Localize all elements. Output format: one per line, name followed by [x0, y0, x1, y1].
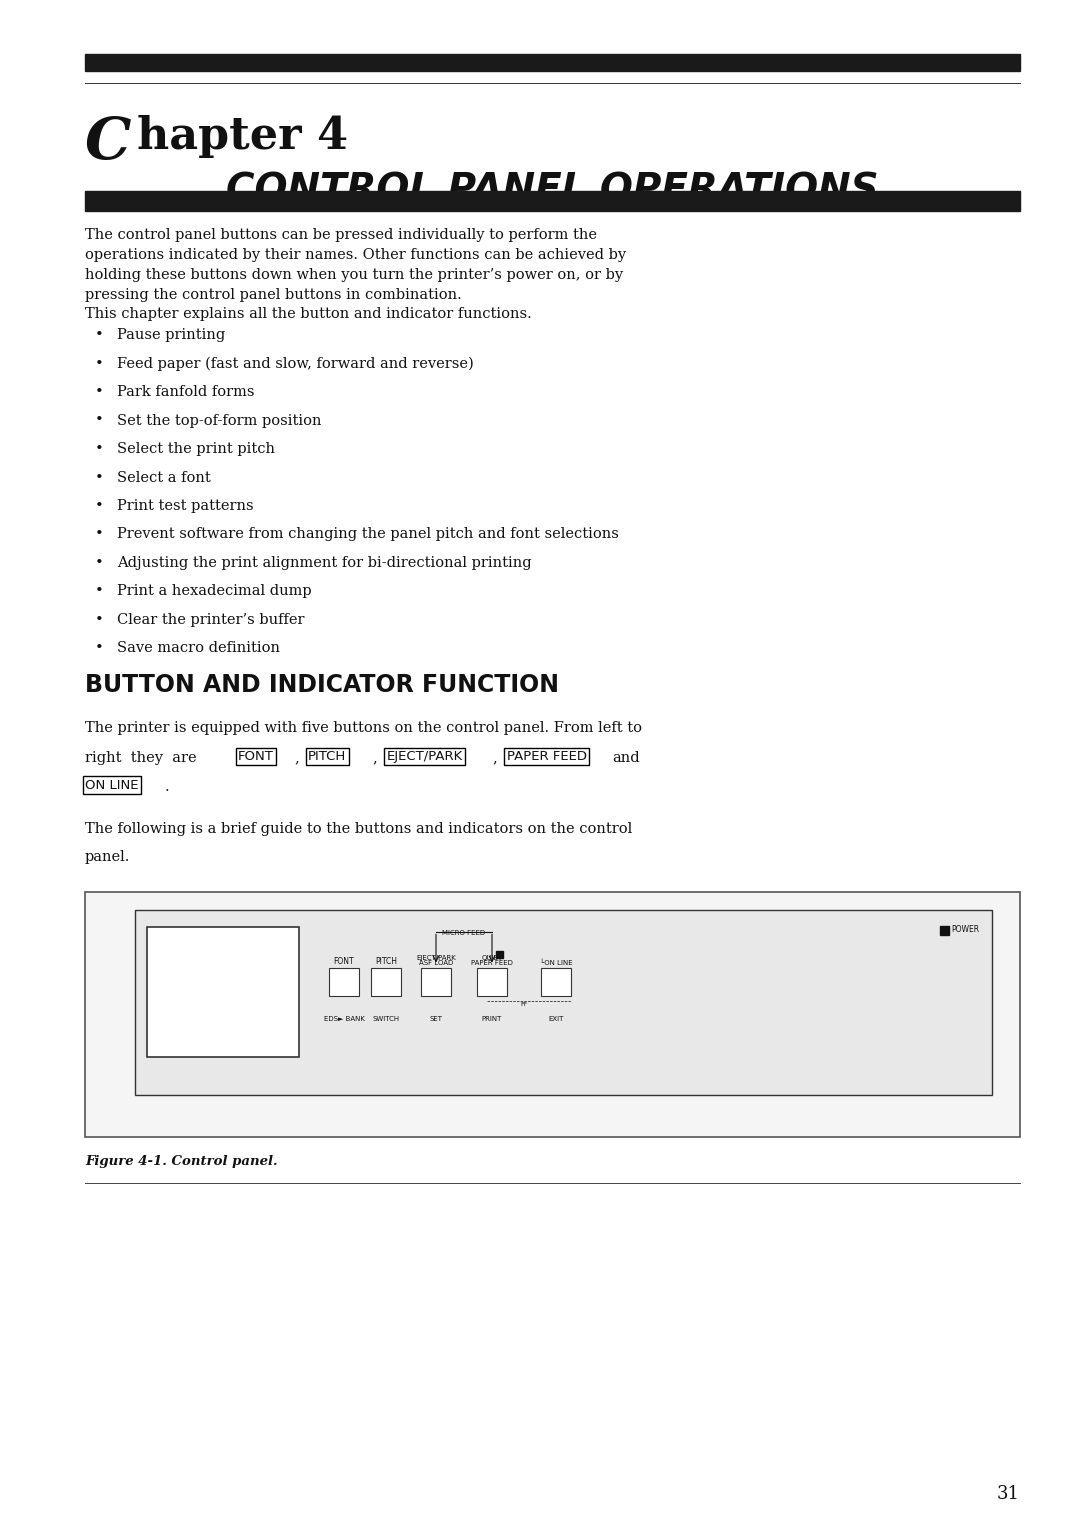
Text: SWITCH: SWITCH [373, 1015, 400, 1021]
Text: Figure 4-1. Control panel.: Figure 4-1. Control panel. [85, 1154, 278, 1168]
Text: POWER: POWER [951, 924, 980, 934]
Bar [85, 892, 1020, 1136]
Text: The control panel buttons can be pressed individually to perform the
operations : The control panel buttons can be pressed… [85, 228, 626, 302]
Bar [496, 950, 503, 958]
Bar [329, 967, 359, 995]
Text: Prevent software from changing the panel pitch and font selections: Prevent software from changing the panel… [117, 527, 619, 541]
Text: The printer is equipped with five buttons on the control panel. From left to: The printer is equipped with five button… [85, 721, 642, 734]
Text: ASF LOAD: ASF LOAD [419, 960, 454, 966]
Text: QUIET: QUIET [482, 955, 502, 961]
Text: Print a hexadecimal dump: Print a hexadecimal dump [117, 584, 312, 598]
Bar [541, 967, 571, 995]
Bar [372, 967, 401, 995]
Text: ,: , [373, 751, 377, 765]
Text: ,: , [294, 751, 299, 765]
Text: •: • [95, 500, 104, 514]
Text: right  they  are: right they are [85, 751, 197, 765]
Text: The following is a brief guide to the buttons and indicators on the control: The following is a brief guide to the bu… [85, 822, 632, 835]
Text: ,: , [492, 751, 498, 765]
Text: This chapter explains all the button and indicator functions.: This chapter explains all the button and… [85, 307, 531, 320]
Bar [940, 926, 948, 935]
Text: Clear the printer’s buffer: Clear the printer’s buffer [117, 613, 305, 627]
Bar [421, 967, 451, 995]
Bar [85, 192, 1020, 212]
Text: EJECT/PARK: EJECT/PARK [416, 955, 456, 961]
Text: FONT: FONT [334, 957, 354, 966]
Text: EDS► BANK: EDS► BANK [324, 1015, 364, 1021]
Text: •: • [95, 357, 104, 371]
Text: Feed paper (fast and slow, forward and reverse): Feed paper (fast and slow, forward and r… [117, 357, 474, 371]
Text: └ON LINE: └ON LINE [540, 958, 572, 966]
Text: •: • [95, 556, 104, 570]
Text: ON LINE: ON LINE [85, 779, 138, 791]
Text: •: • [95, 584, 104, 598]
Text: •: • [95, 527, 104, 541]
Text: •: • [95, 613, 104, 627]
Text: hapter 4: hapter 4 [137, 115, 348, 158]
Bar [135, 909, 993, 1095]
Text: 31: 31 [997, 1485, 1020, 1502]
Text: MICRO FEED: MICRO FEED [443, 929, 486, 935]
Text: C: C [85, 115, 132, 172]
Text: •: • [95, 385, 104, 399]
Text: CONTROL PANEL OPERATIONS: CONTROL PANEL OPERATIONS [226, 172, 879, 208]
Text: •: • [95, 641, 104, 656]
Text: SET: SET [430, 1015, 443, 1021]
Text: FF: FF [521, 1001, 528, 1007]
Text: panel.: panel. [85, 849, 131, 865]
Text: PAPER FEED: PAPER FEED [471, 960, 513, 966]
Text: PITCH: PITCH [308, 750, 347, 763]
Text: EJECT/PARK: EJECT/PARK [387, 750, 463, 763]
Text: PITCH: PITCH [375, 957, 397, 966]
Bar [85, 54, 1020, 71]
Text: Select the print pitch: Select the print pitch [117, 442, 275, 455]
Text: Print test patterns: Print test patterns [117, 500, 254, 514]
Text: BUTTON AND INDICATOR FUNCTION: BUTTON AND INDICATOR FUNCTION [85, 673, 559, 698]
Text: Set the top-of-form position: Set the top-of-form position [117, 414, 322, 428]
Text: •: • [95, 414, 104, 428]
Text: FONT: FONT [238, 750, 274, 763]
Text: •: • [95, 328, 104, 342]
Text: .: . [165, 779, 170, 794]
Text: •: • [95, 471, 104, 484]
Text: •: • [95, 442, 104, 455]
Text: and: and [612, 751, 640, 765]
Text: PRINT: PRINT [482, 1015, 502, 1021]
Text: EXIT: EXIT [549, 1015, 564, 1021]
Text: PAPER FEED: PAPER FEED [507, 750, 586, 763]
Text: Adjusting the print alignment for bi-directional printing: Adjusting the print alignment for bi-dir… [117, 556, 531, 570]
Text: Save macro definition: Save macro definition [117, 641, 280, 656]
Bar [147, 927, 299, 1056]
Text: Pause printing: Pause printing [117, 328, 226, 342]
Text: Select a font: Select a font [117, 471, 211, 484]
Bar [477, 967, 507, 995]
Text: Park fanfold forms: Park fanfold forms [117, 385, 255, 399]
